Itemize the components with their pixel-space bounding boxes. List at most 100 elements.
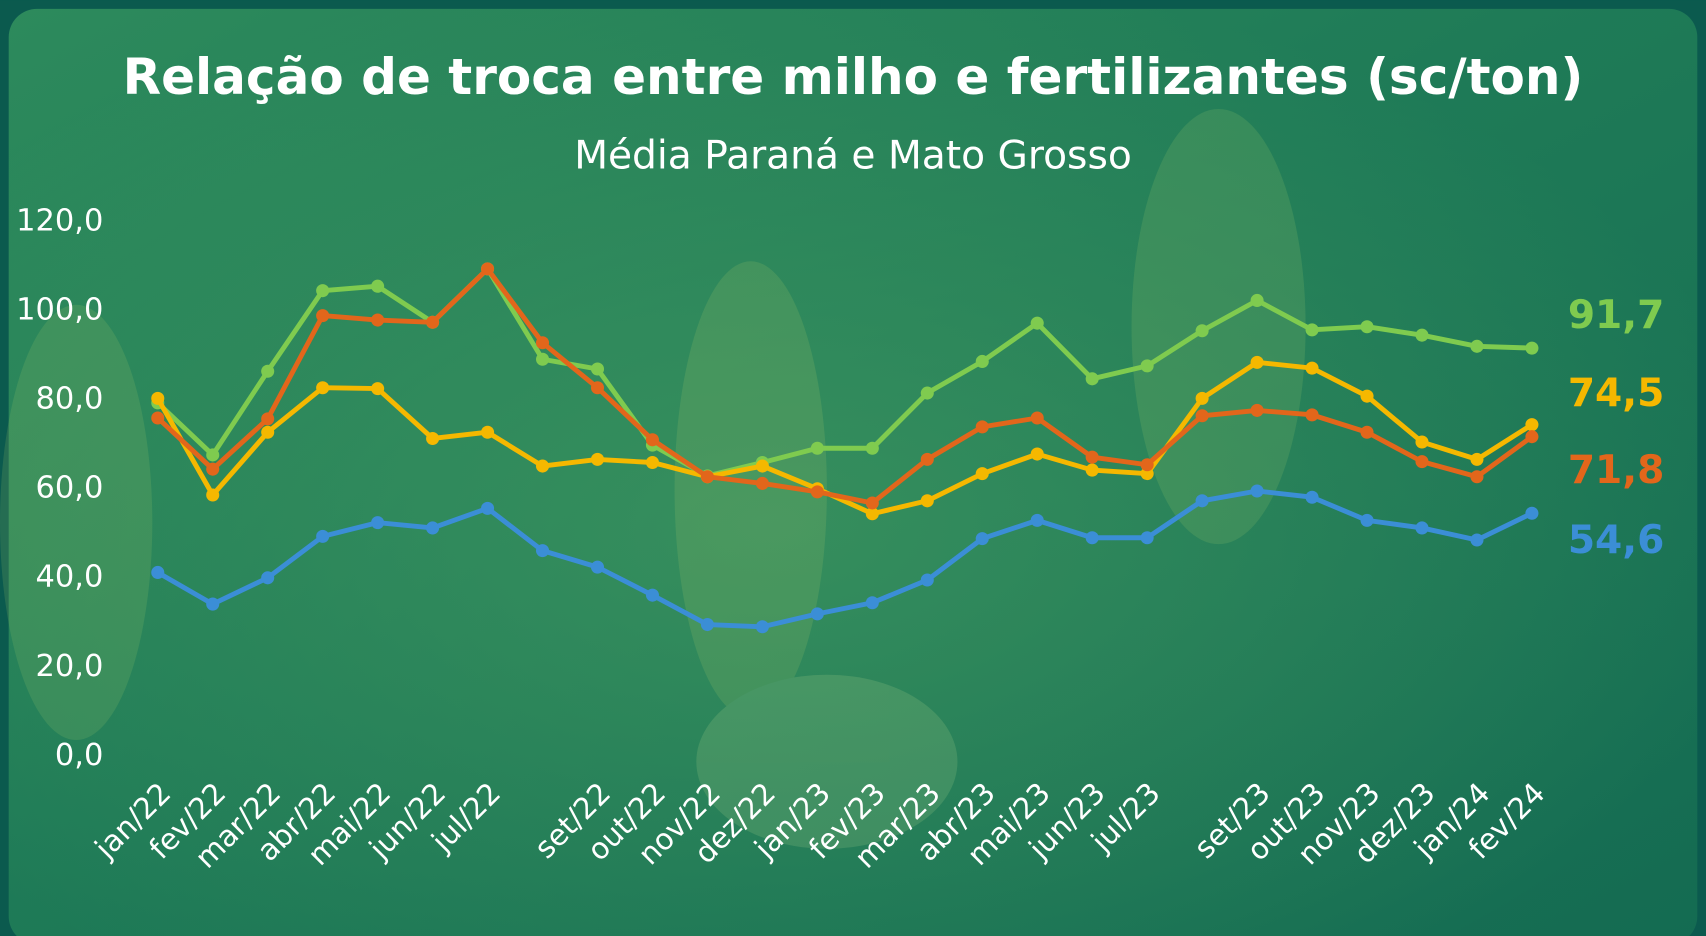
y-tick-label: 80,0 <box>36 382 104 417</box>
line <box>155 359 1534 517</box>
point <box>316 309 330 323</box>
point <box>1250 403 1264 417</box>
point <box>206 488 220 502</box>
point <box>1250 484 1264 498</box>
point <box>316 381 330 395</box>
point <box>810 441 824 455</box>
point <box>1415 455 1429 469</box>
point <box>1415 328 1429 342</box>
point <box>371 516 385 530</box>
point <box>371 279 385 293</box>
point <box>535 459 550 473</box>
point <box>1305 323 1319 337</box>
point <box>755 459 769 473</box>
point <box>1415 435 1429 449</box>
point <box>1030 316 1044 330</box>
point <box>700 470 714 484</box>
point <box>316 529 330 543</box>
point <box>645 588 659 602</box>
end-label: 91,7 <box>1568 293 1665 338</box>
point <box>810 607 824 621</box>
point <box>1140 458 1154 472</box>
series: 74,5 <box>151 355 1665 521</box>
point <box>426 521 440 535</box>
series: 71,8 <box>151 262 1664 510</box>
point <box>920 573 934 587</box>
point <box>1360 513 1374 527</box>
point <box>1470 470 1484 484</box>
line <box>156 266 1532 479</box>
point <box>1525 430 1539 444</box>
y-tick-label: 0,0 <box>55 738 103 773</box>
point <box>206 597 220 611</box>
point <box>975 467 989 481</box>
point <box>151 391 165 405</box>
point <box>1525 418 1539 432</box>
point <box>151 565 165 579</box>
point <box>1085 531 1099 545</box>
point <box>151 411 165 425</box>
y-tick-label: 20,0 <box>36 649 104 684</box>
point <box>865 441 879 455</box>
point <box>590 362 605 376</box>
point <box>1305 361 1319 375</box>
point <box>865 507 879 521</box>
point <box>535 544 550 558</box>
point <box>810 485 824 499</box>
y-tick-label: 40,0 <box>36 560 104 595</box>
panel-glow <box>8 8 1698 936</box>
point <box>1030 513 1044 527</box>
point <box>755 476 769 490</box>
point <box>1360 425 1374 439</box>
point <box>1085 450 1099 464</box>
point <box>590 381 605 395</box>
point <box>920 452 934 466</box>
point <box>590 560 605 574</box>
point <box>1525 341 1539 355</box>
point <box>1140 359 1154 373</box>
point <box>371 313 385 327</box>
point <box>535 336 550 350</box>
chart-subtitle: Média Paraná e Mato Grosso <box>574 133 1132 178</box>
chart-title: Relação de troca entre milho e fertiliza… <box>123 48 1584 106</box>
point <box>1250 355 1264 369</box>
point <box>865 496 879 510</box>
point <box>371 382 385 396</box>
point <box>316 284 330 298</box>
y-tick-label: 100,0 <box>16 293 103 328</box>
point <box>426 315 440 329</box>
point <box>1360 320 1374 334</box>
line <box>156 266 1534 506</box>
point <box>1030 447 1044 461</box>
point <box>426 431 440 445</box>
point <box>1470 339 1484 353</box>
point <box>261 425 275 439</box>
end-label: 74,5 <box>1568 371 1665 416</box>
point <box>481 501 495 515</box>
point <box>1030 411 1044 425</box>
point <box>535 352 550 366</box>
point <box>755 620 769 634</box>
point <box>206 462 220 476</box>
point <box>920 386 934 400</box>
point <box>1195 409 1209 423</box>
y-tick-label: 60,0 <box>36 471 104 506</box>
series: 54,6 <box>151 484 1665 634</box>
point <box>206 448 220 462</box>
point <box>1195 391 1209 405</box>
point <box>975 532 989 546</box>
point <box>1250 293 1264 307</box>
point <box>261 571 275 585</box>
point <box>645 433 659 447</box>
point <box>1305 408 1319 422</box>
point <box>975 420 989 434</box>
point <box>700 618 714 632</box>
point <box>261 364 275 378</box>
y-tick-label: 120,0 <box>16 204 103 239</box>
point <box>1305 490 1319 504</box>
end-label: 54,6 <box>1568 518 1665 563</box>
point <box>590 452 605 466</box>
point <box>1085 463 1099 477</box>
